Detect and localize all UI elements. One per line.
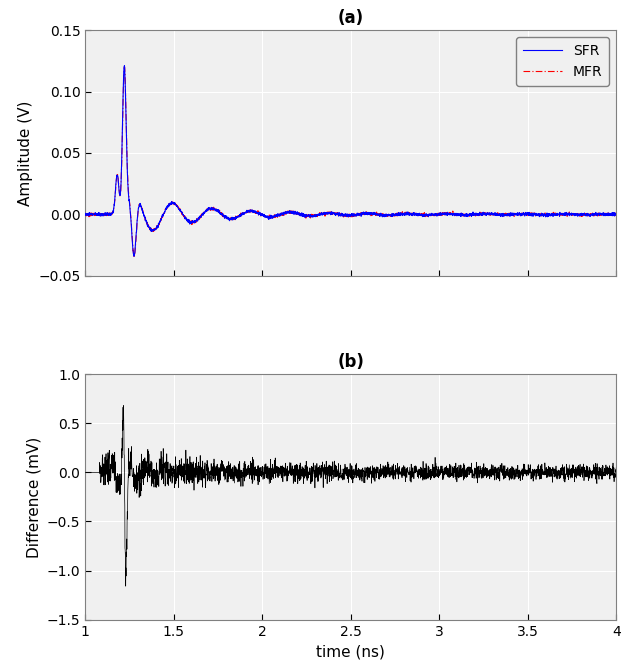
SFR (82, 210, 89, 218)
MFR (174, 202, 181, 210)
Line: MFR: MFR (85, 67, 616, 257)
X-axis label: time (ns): time (ns) (317, 644, 385, 659)
SFR (121, 62, 128, 70)
Line: SFR: SFR (85, 66, 616, 256)
MFR (545, 212, 553, 220)
MFR (121, 63, 128, 71)
MFR (82, 210, 89, 218)
SFR (174, 204, 181, 212)
MFR (286, 210, 293, 218)
SFR (130, 252, 138, 260)
MFR (130, 253, 138, 261)
Legend: SFR, MFR: SFR, MFR (516, 37, 609, 86)
SFR (545, 210, 553, 218)
MFR (612, 210, 620, 218)
SFR (286, 208, 293, 216)
Title: (a): (a) (337, 9, 364, 27)
SFR (308, 211, 316, 219)
SFR (612, 210, 620, 218)
Y-axis label: Amplitude (V): Amplitude (V) (18, 100, 33, 206)
MFR (308, 212, 316, 220)
MFR (142, 216, 150, 224)
Y-axis label: Difference (mV): Difference (mV) (27, 436, 41, 557)
SFR (602, 210, 610, 218)
MFR (602, 210, 610, 218)
Title: (b): (b) (337, 353, 364, 371)
SFR (142, 217, 150, 225)
